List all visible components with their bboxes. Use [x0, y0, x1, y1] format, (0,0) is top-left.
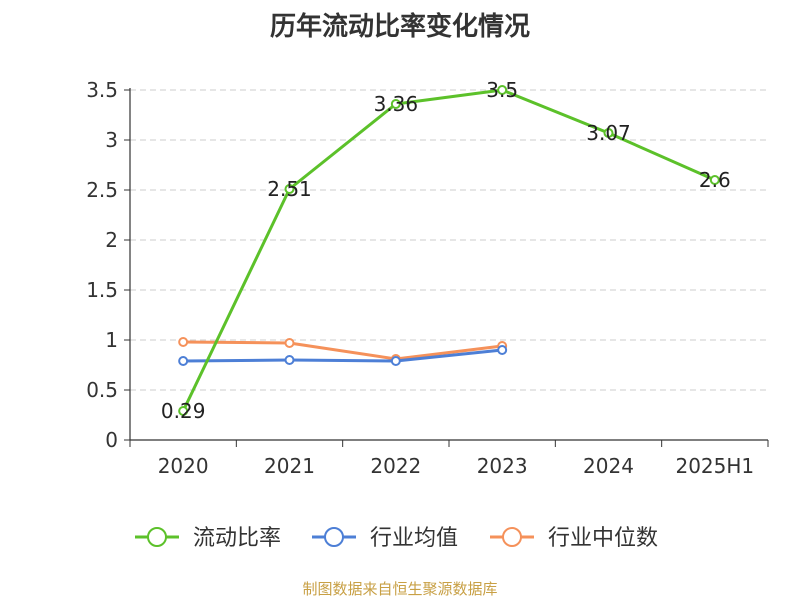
x-tick-label: 2024	[583, 454, 634, 478]
y-tick-label: 0.5	[86, 378, 118, 402]
legend-marker	[147, 527, 167, 547]
y-tick-label: 2	[105, 228, 118, 252]
y-tick-label: 1	[105, 328, 118, 352]
data-point	[497, 85, 508, 95]
y-tick-label: 1.5	[86, 278, 118, 302]
series-line-0	[181, 88, 716, 412]
legend-marker	[502, 527, 522, 547]
data-point	[284, 184, 295, 194]
x-tick-label: 2025H1	[675, 454, 754, 478]
y-tick-label: 2.5	[86, 178, 118, 202]
axes: 0 0.5 1 1.5 2 2.5 3 3.5 2020 2021 2022 2023 2024 2025…	[86, 78, 769, 478]
y-tick-label: 3.5	[86, 78, 118, 102]
x-tick-label: 2022	[370, 454, 421, 478]
series-lines	[178, 85, 720, 416]
data-point	[178, 406, 189, 416]
data-point	[284, 338, 295, 348]
source-note: 制图数据来自恒生聚源数据库	[302, 580, 498, 598]
data-point	[178, 337, 189, 347]
data-point	[284, 355, 295, 365]
data-label: 3.07	[586, 121, 631, 145]
legend[interactable]: 流动比率 行业均值 行业中位数	[135, 526, 658, 551]
legend-item-0[interactable]: 流动比率	[135, 526, 281, 551]
data-label: 0.29	[161, 399, 206, 423]
series-line-1	[183, 348, 503, 363]
chart-title: 历年流动比率变化情况	[269, 12, 530, 42]
legend-item-2[interactable]: 行业中位数	[490, 526, 658, 551]
legend-label: 行业中位数	[548, 526, 658, 551]
x-tick-label: 2023	[477, 454, 528, 478]
legend-label: 流动比率	[193, 526, 281, 551]
y-tick-label: 3	[105, 128, 118, 152]
y-tick-label: 0	[105, 428, 118, 452]
data-label: 2.6	[699, 168, 731, 192]
data-point	[603, 128, 614, 138]
data-label: 2.51	[267, 177, 312, 201]
series-line-2	[183, 340, 503, 361]
data-point	[497, 345, 508, 355]
data-label: 3.36	[374, 92, 419, 116]
x-tick-label: 2021	[264, 454, 315, 478]
data-point	[709, 175, 720, 185]
data-label: 3.5	[486, 78, 518, 102]
data-point	[390, 99, 401, 109]
data-labels: 0.29 2.51 3.36 3.5 3.07 2.6	[161, 78, 731, 423]
legend-marker	[324, 527, 344, 547]
x-tick-label: 2020	[158, 454, 209, 478]
data-point	[178, 356, 189, 366]
legend-item-1[interactable]: 行业均值	[312, 526, 458, 551]
grid-lines	[130, 89, 768, 391]
legend-label: 行业均值	[370, 526, 458, 551]
data-point	[390, 356, 401, 366]
